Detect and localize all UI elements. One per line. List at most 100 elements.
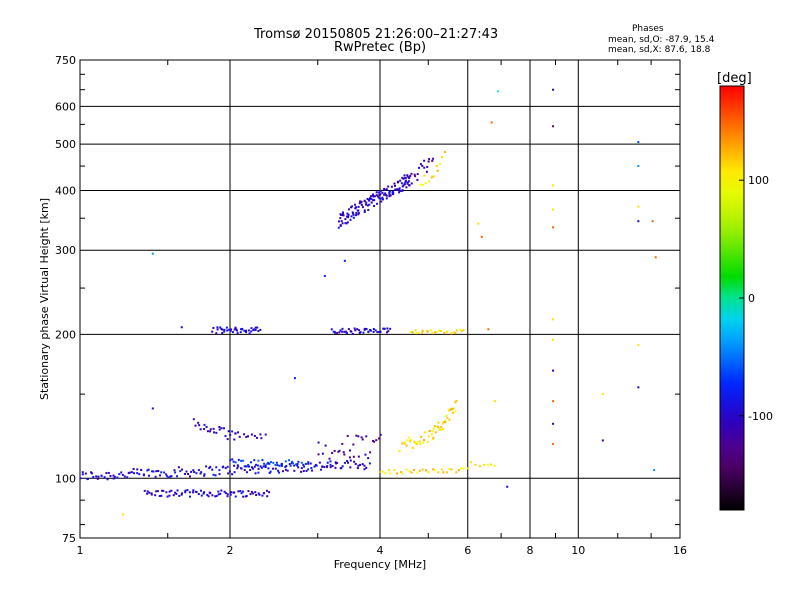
- data-point: [441, 156, 444, 159]
- data-point: [346, 221, 349, 224]
- data-point: [363, 464, 366, 467]
- data-point: [460, 467, 463, 470]
- data-point: [219, 492, 222, 495]
- data-point: [467, 467, 470, 470]
- data-point: [230, 328, 233, 331]
- data-point: [158, 495, 161, 498]
- data-point: [344, 218, 347, 221]
- data-point: [444, 419, 447, 422]
- data-point: [202, 492, 205, 495]
- data-point: [209, 492, 212, 495]
- data-point: [348, 449, 351, 452]
- data-point: [229, 329, 232, 332]
- data-point: [136, 472, 139, 475]
- data-point: [369, 195, 372, 198]
- data-point: [169, 475, 172, 478]
- data-point: [383, 189, 386, 192]
- data-point: [424, 181, 427, 184]
- data-point: [310, 467, 313, 470]
- data-point: [367, 208, 370, 211]
- data-point: [651, 220, 654, 223]
- data-point: [367, 457, 370, 460]
- data-point: [400, 189, 403, 192]
- data-point: [219, 326, 222, 329]
- data-point: [369, 329, 372, 332]
- data-point: [303, 465, 306, 468]
- data-point: [506, 485, 509, 488]
- data-point: [455, 399, 458, 402]
- data-point: [399, 179, 402, 182]
- data-point: [195, 472, 198, 475]
- data-point: [452, 331, 455, 334]
- data-point: [224, 492, 227, 495]
- data-point: [256, 464, 259, 467]
- data-point: [192, 489, 195, 492]
- data-point: [307, 461, 310, 464]
- data-point: [90, 471, 93, 474]
- data-point: [250, 327, 253, 330]
- data-point: [185, 470, 188, 473]
- data-point: [352, 216, 355, 219]
- data-point: [383, 327, 386, 330]
- data-point: [418, 440, 421, 443]
- data-point: [361, 438, 364, 441]
- data-point: [373, 199, 376, 202]
- data-point: [244, 495, 247, 498]
- data-point: [166, 475, 169, 478]
- data-point: [302, 470, 305, 473]
- data-point: [218, 469, 221, 472]
- data-point: [218, 473, 221, 476]
- data-point: [309, 462, 312, 465]
- data-point: [354, 463, 357, 466]
- data-point: [637, 386, 640, 389]
- data-point: [345, 222, 348, 225]
- data-point: [198, 424, 201, 427]
- data-point: [218, 428, 221, 431]
- data-point: [250, 433, 253, 436]
- data-point: [260, 437, 263, 440]
- data-point: [415, 332, 418, 335]
- data-point: [256, 436, 259, 439]
- data-point: [218, 426, 221, 429]
- data-point: [151, 470, 154, 473]
- data-point: [361, 206, 364, 209]
- data-point: [267, 467, 270, 470]
- data-point: [331, 465, 334, 468]
- data-point: [434, 331, 437, 334]
- x-tick-label: 2: [227, 544, 234, 557]
- data-point: [261, 459, 264, 462]
- data-point: [388, 192, 391, 195]
- data-point: [105, 472, 108, 475]
- data-point: [440, 468, 443, 471]
- data-point: [226, 493, 229, 496]
- data-point: [368, 199, 371, 202]
- data-point: [294, 463, 297, 466]
- data-point: [170, 475, 173, 478]
- data-point: [421, 331, 424, 334]
- data-point: [428, 430, 431, 433]
- data-point: [199, 428, 202, 431]
- data-point: [222, 465, 225, 468]
- data-point: [86, 477, 89, 480]
- data-point: [180, 326, 183, 329]
- data-point: [420, 436, 423, 439]
- data-point: [357, 212, 360, 215]
- data-point: [349, 218, 352, 221]
- data-point: [280, 464, 283, 467]
- data-point: [177, 466, 180, 469]
- data-point: [552, 208, 555, 211]
- data-point: [307, 462, 310, 465]
- data-point: [489, 463, 492, 466]
- data-point: [361, 463, 364, 466]
- data-point: [236, 332, 239, 335]
- data-point: [271, 467, 274, 470]
- data-point: [293, 377, 296, 380]
- data-point: [363, 211, 366, 214]
- data-point: [496, 90, 499, 93]
- data-point: [342, 212, 345, 215]
- data-point: [281, 470, 284, 473]
- data-point: [254, 328, 257, 331]
- data-point: [300, 470, 303, 473]
- data-point: [406, 175, 409, 178]
- data-point: [343, 461, 346, 464]
